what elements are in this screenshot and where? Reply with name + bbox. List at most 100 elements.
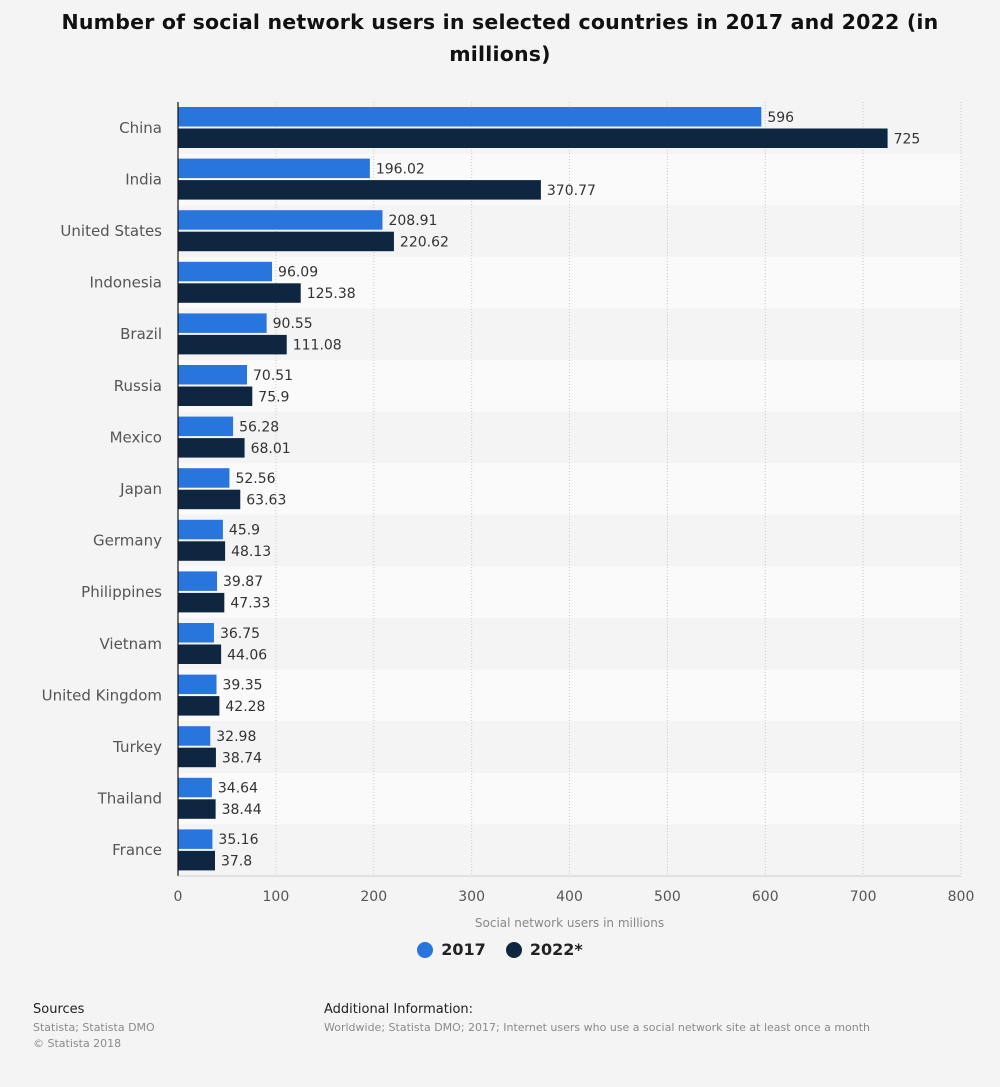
- category-label: United Kingdom: [42, 686, 162, 704]
- category-label: Mexico: [110, 428, 162, 446]
- additional-info-heading[interactable]: Additional Information:: [324, 1002, 474, 1017]
- legend-item-2017[interactable]: 2017: [417, 940, 486, 959]
- data-label: 48.13: [231, 544, 271, 560]
- bar-2017: [178, 210, 383, 230]
- x-tick-label: 700: [850, 889, 877, 905]
- row-band: [178, 824, 961, 876]
- data-label: 70.51: [253, 368, 293, 384]
- data-label: 35.16: [218, 832, 258, 848]
- data-label: 63.63: [246, 492, 286, 508]
- bar-2017: [178, 468, 230, 488]
- data-label: 125.38: [307, 286, 356, 302]
- bar-2022: [178, 592, 225, 613]
- bar-2022: [178, 128, 888, 148]
- category-label: Turkey: [112, 738, 162, 756]
- x-tick-label: 800: [948, 889, 975, 905]
- x-tick-label: 400: [556, 889, 583, 905]
- chart-title: Number of social network users in select…: [61, 10, 939, 66]
- data-label: 38.44: [222, 802, 262, 818]
- bar-chart: 596 196.02 208.91 96.09 90.55 70.51 56.28 52.56…: [42, 102, 975, 930]
- data-label: 68.01: [251, 441, 291, 457]
- bar-2022: [178, 644, 222, 664]
- row-band: [178, 618, 961, 670]
- category-label: Germany: [93, 532, 162, 550]
- sources-text: Statista; Statista DMO: [33, 1021, 155, 1034]
- sources-block: Sources Statista; Statista DMO © Statist…: [33, 1002, 155, 1052]
- chart-legend: 2017 2022*: [0, 940, 1000, 959]
- bar-2017: [178, 726, 211, 746]
- bar-2022: [178, 850, 215, 871]
- data-label: 75.9: [258, 389, 289, 405]
- sources-heading[interactable]: Sources: [33, 1002, 85, 1017]
- bar-2017: [178, 107, 762, 127]
- legend-label-2022: 2022*: [529, 940, 583, 959]
- category-label: Philippines: [81, 583, 162, 601]
- data-label: 370.77: [547, 183, 596, 199]
- bar-2022: [178, 438, 245, 458]
- bar-2017: [178, 829, 213, 849]
- data-label: 42.28: [225, 699, 265, 715]
- data-label: 39.35: [223, 677, 263, 693]
- bar-2022: [178, 386, 253, 406]
- x-tick-label: 600: [752, 889, 779, 905]
- bar-2017: [178, 365, 248, 385]
- additional-info-block: Additional Information: Worldwide; Stati…: [324, 1002, 870, 1036]
- category-label: Japan: [119, 480, 162, 498]
- bar-2017: [178, 416, 234, 437]
- legend-label-2017: 2017: [441, 940, 486, 959]
- bar-2022: [178, 231, 394, 252]
- x-tick-label: 300: [458, 889, 485, 905]
- data-label: 32.98: [216, 729, 256, 745]
- data-label: 111.08: [293, 338, 342, 354]
- bar-2022: [178, 489, 241, 510]
- data-label: 44.06: [227, 647, 267, 663]
- bar-2022: [178, 541, 226, 561]
- row-band: [178, 566, 961, 618]
- category-label: India: [125, 170, 162, 188]
- bar-2022: [178, 334, 287, 355]
- x-tick-label: 100: [263, 889, 290, 905]
- legend-item-2022[interactable]: 2022*: [505, 940, 583, 959]
- data-label: 90.55: [273, 316, 313, 332]
- category-label: France: [112, 841, 162, 859]
- data-label: 34.64: [218, 781, 258, 797]
- data-label: 96.09: [278, 265, 318, 281]
- data-label: 596: [767, 110, 794, 126]
- data-label: 39.87: [223, 574, 263, 590]
- data-label: 45.9: [229, 523, 260, 539]
- bar-2022: [178, 799, 216, 819]
- x-tick-label: 0: [174, 889, 183, 905]
- data-label: 208.91: [388, 213, 437, 229]
- category-label: Indonesia: [89, 274, 162, 292]
- data-label: 36.75: [220, 626, 260, 642]
- category-label: Brazil: [120, 325, 162, 343]
- additional-info-text: Worldwide; Statista DMO; 2017; Internet …: [324, 1021, 871, 1034]
- data-label: 47.33: [230, 596, 270, 612]
- bar-2017: [178, 674, 217, 695]
- x-tick-label: 200: [360, 889, 387, 905]
- data-label: 220.62: [400, 234, 449, 250]
- category-label: China: [119, 119, 162, 137]
- copyright-text: © Statista 2018: [33, 1037, 122, 1050]
- row-band: [178, 360, 961, 412]
- bar-2017: [178, 777, 212, 798]
- bar-2022: [178, 747, 216, 768]
- category-label: Vietnam: [99, 635, 162, 653]
- data-label: 725: [894, 131, 921, 147]
- bar-2017: [178, 571, 218, 591]
- category-label: United States: [60, 222, 162, 240]
- bar-2017: [178, 313, 267, 333]
- legend-swatch-2017: [417, 941, 434, 958]
- data-label: 52.56: [235, 471, 275, 487]
- category-label: Thailand: [97, 790, 162, 808]
- x-axis-title: Social network users in millions: [475, 916, 664, 930]
- row-band: [178, 669, 961, 722]
- bar-2022: [178, 696, 220, 716]
- data-label: 196.02: [376, 161, 425, 177]
- data-label: 56.28: [239, 419, 279, 435]
- bar-2017: [178, 261, 273, 282]
- bar-2022: [178, 180, 541, 200]
- data-label: 37.8: [221, 854, 252, 870]
- bar-2017: [178, 158, 370, 179]
- category-label: Russia: [114, 377, 162, 395]
